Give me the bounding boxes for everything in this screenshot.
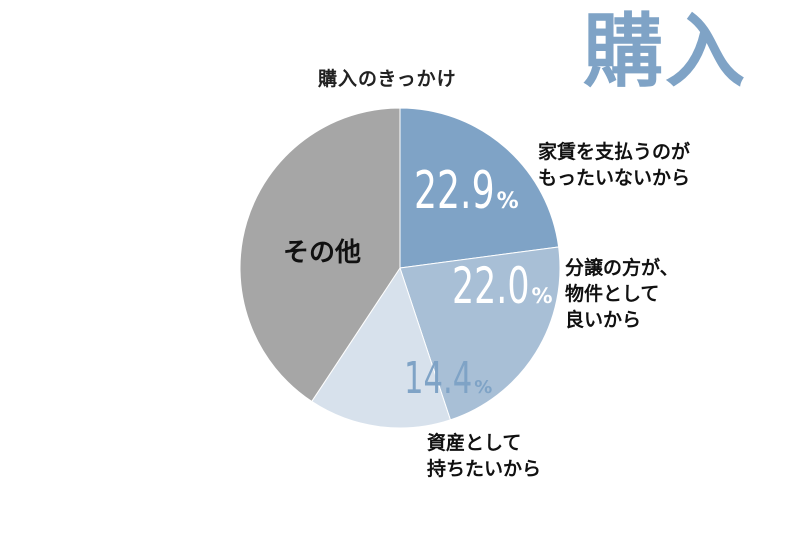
slice-category-label: 資産として 持ちたいから <box>427 430 541 482</box>
pie-slice <box>399 246 561 421</box>
slice-value-label: 14.4% <box>404 353 492 404</box>
slice-category-label-line: 分譲の方が、 <box>565 257 679 279</box>
pie-slice <box>399 107 560 269</box>
pie-slice <box>311 266 452 429</box>
slice-category-label: 分譲の方が、 物件として 良いから <box>565 255 679 333</box>
slice-category-label: 家賃を支払うのが もったいないから <box>538 139 690 191</box>
slice-category-label-line: 持ちたいから <box>427 458 542 480</box>
pie-slice <box>239 107 401 403</box>
slice-category-label-line: もったいないから <box>538 167 691 189</box>
chart-title: 購入のきっかけ <box>318 68 457 90</box>
slice-category-label-line: 物件として <box>565 283 660 305</box>
page-title: 購入 <box>583 5 747 98</box>
slice-category-label-line: 資産として <box>427 432 522 454</box>
slice-category-label-other: その他 <box>283 238 362 268</box>
slice-category-label-line: 家賃を支払うのが <box>538 141 691 163</box>
slice-value-label: 22.0% <box>452 257 553 315</box>
slice-category-label-line: 良いから <box>565 309 642 331</box>
slice-value-label: 22.9% <box>414 161 519 221</box>
